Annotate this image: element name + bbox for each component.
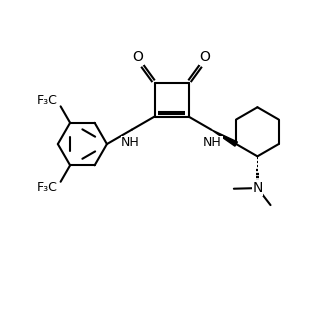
Text: NH: NH bbox=[203, 136, 222, 149]
Polygon shape bbox=[211, 130, 237, 146]
Text: O: O bbox=[199, 50, 210, 64]
Text: F₃C: F₃C bbox=[37, 181, 57, 194]
Text: N: N bbox=[252, 181, 263, 195]
Text: F₃C: F₃C bbox=[37, 94, 57, 107]
Text: O: O bbox=[133, 50, 144, 64]
Text: NH: NH bbox=[121, 136, 140, 149]
